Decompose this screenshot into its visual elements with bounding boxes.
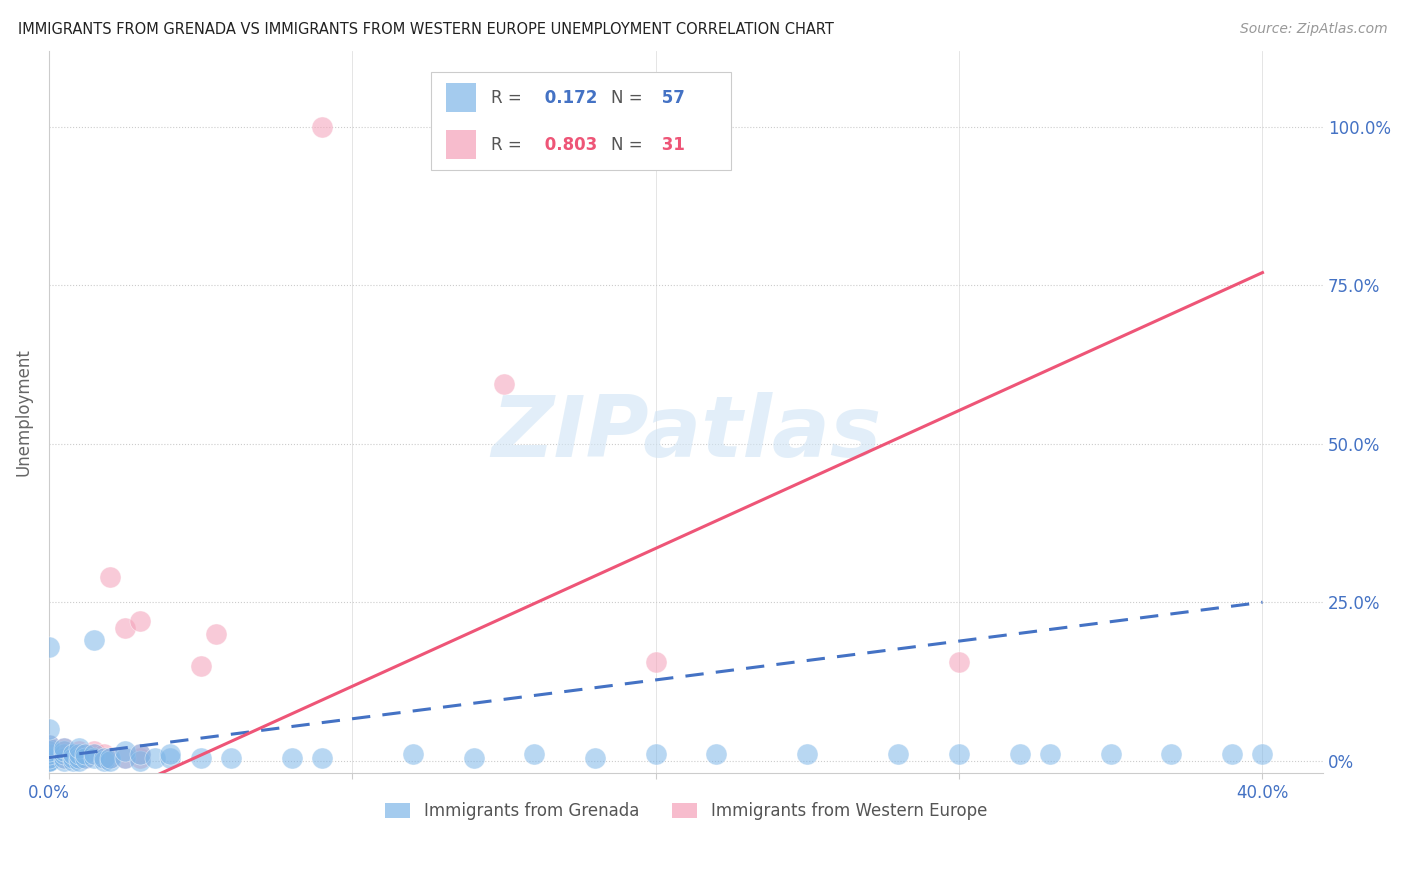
Point [98, 754, 121, 768]
Point [38, 744, 60, 758]
Point [190, 750, 212, 764]
Point [38, 747, 60, 762]
Point [492, 376, 515, 391]
Point [311, 750, 333, 764]
Point [1251, 747, 1274, 762]
Point [114, 750, 136, 764]
Point [1099, 747, 1122, 762]
Point [53, 741, 76, 756]
Point [402, 747, 425, 762]
Point [583, 750, 606, 764]
Point [93, 750, 115, 764]
Point [75, 750, 97, 764]
Point [93, 754, 115, 768]
Point [38, 750, 60, 764]
Point [523, 747, 546, 762]
Point [159, 747, 181, 762]
Y-axis label: Unemployment: Unemployment [15, 348, 32, 476]
Point [93, 747, 115, 762]
Point [143, 750, 166, 764]
Point [129, 754, 152, 768]
Point [83, 750, 105, 764]
Point [463, 750, 485, 764]
Point [1008, 747, 1031, 762]
Point [38, 640, 60, 654]
Point [948, 747, 970, 762]
Point [83, 744, 105, 758]
Point [93, 750, 115, 764]
Point [53, 754, 76, 768]
Point [53, 750, 76, 764]
Point [38, 754, 60, 768]
Point [53, 747, 76, 762]
Point [83, 747, 105, 762]
Point [53, 750, 76, 764]
Point [53, 744, 76, 758]
Point [83, 747, 105, 762]
Point [706, 747, 728, 762]
Point [159, 750, 181, 764]
Point [98, 750, 121, 764]
Point [98, 570, 121, 584]
Point [98, 750, 121, 764]
Point [129, 747, 152, 762]
Point [129, 614, 152, 628]
Point [38, 744, 60, 758]
Point [75, 750, 97, 764]
Point [67, 750, 90, 764]
Point [38, 747, 60, 762]
Point [75, 747, 97, 762]
Point [796, 747, 818, 762]
Point [129, 747, 152, 762]
Point [114, 744, 136, 758]
Point [38, 738, 60, 752]
Point [114, 750, 136, 764]
Point [75, 747, 97, 762]
Point [67, 747, 90, 762]
Point [38, 741, 60, 756]
Point [38, 750, 60, 764]
Point [83, 633, 105, 648]
Point [280, 750, 302, 764]
Point [205, 627, 228, 641]
Point [38, 754, 60, 768]
Point [644, 747, 666, 762]
Point [1220, 747, 1243, 762]
Point [190, 658, 212, 673]
Point [62, 747, 84, 762]
Point [644, 656, 666, 670]
Point [67, 741, 90, 756]
Point [129, 750, 152, 764]
Point [114, 621, 136, 635]
Point [62, 750, 84, 764]
Text: Source: ZipAtlas.com: Source: ZipAtlas.com [1240, 22, 1388, 37]
Point [38, 722, 60, 736]
Point [38, 738, 60, 752]
Point [948, 656, 970, 670]
Legend: Immigrants from Grenada, Immigrants from Western Europe: Immigrants from Grenada, Immigrants from… [378, 795, 994, 827]
Point [62, 754, 84, 768]
Point [38, 754, 60, 768]
Point [53, 747, 76, 762]
Point [1039, 747, 1062, 762]
Point [311, 120, 333, 134]
Point [38, 741, 60, 756]
Text: IMMIGRANTS FROM GRENADA VS IMMIGRANTS FROM WESTERN EUROPE UNEMPLOYMENT CORRELATI: IMMIGRANTS FROM GRENADA VS IMMIGRANTS FR… [18, 22, 834, 37]
Point [53, 741, 76, 756]
Point [887, 747, 910, 762]
Point [219, 750, 242, 764]
Point [67, 750, 90, 764]
Point [67, 747, 90, 762]
Point [67, 754, 90, 768]
Point [67, 744, 90, 758]
Text: ZIPatlas: ZIPatlas [491, 392, 882, 475]
Point [53, 744, 76, 758]
Point [1160, 747, 1182, 762]
